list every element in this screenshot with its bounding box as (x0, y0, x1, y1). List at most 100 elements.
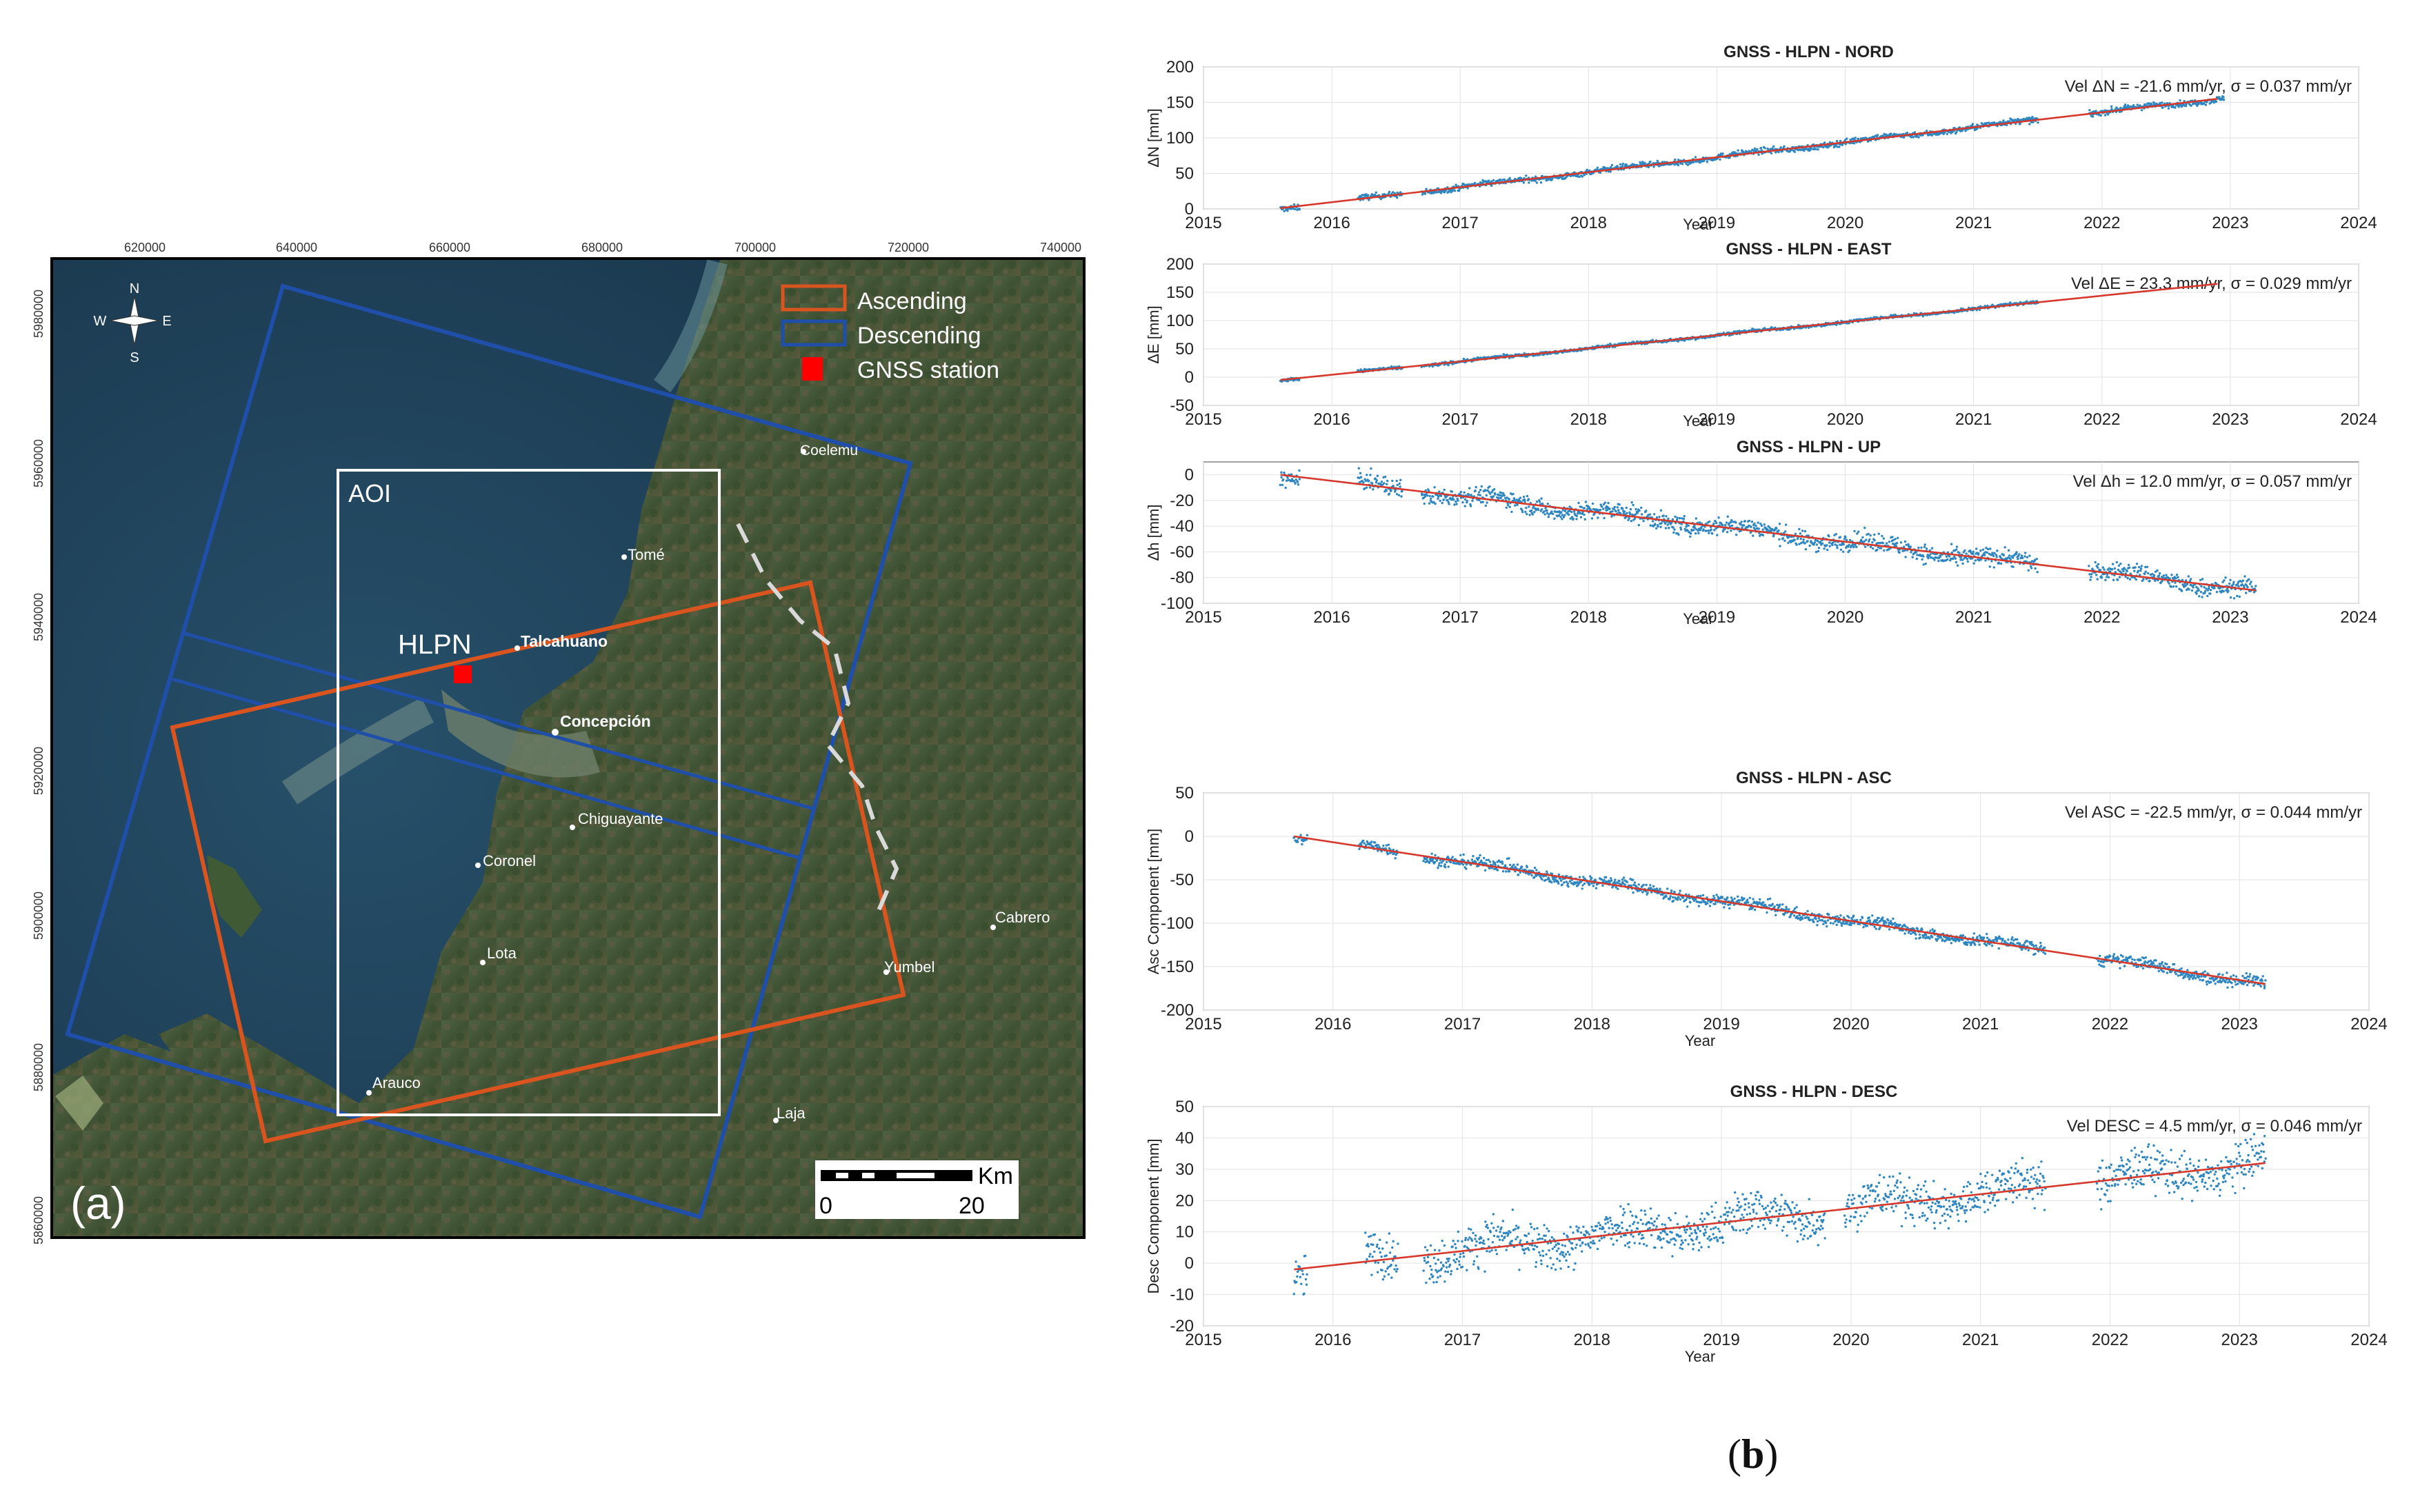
place-label: Cabrero (995, 909, 1050, 926)
data-point (1525, 174, 1527, 177)
data-point (1432, 496, 1434, 498)
data-point (1770, 152, 1772, 154)
legend-ascending: Ascending (857, 288, 967, 314)
panel-a-label: (a) (70, 1178, 126, 1229)
data-point (1711, 532, 1713, 534)
x-tick-label: 2023 (2212, 214, 2248, 232)
data-point (1666, 887, 1668, 889)
data-point (1900, 541, 1902, 543)
data-point (2181, 589, 2183, 592)
y-tick-label: -40 (1170, 517, 1194, 536)
data-point (1755, 525, 1757, 527)
data-point (1375, 192, 1377, 194)
data-point (1381, 481, 1383, 483)
x-tick-label: 2016 (1313, 214, 1350, 232)
data-point (1448, 865, 1450, 867)
data-point (1848, 544, 1850, 546)
data-point (1785, 523, 1787, 525)
data-point (1603, 879, 1605, 881)
data-point (1301, 843, 1303, 845)
data-point (1294, 208, 1296, 210)
data-point (1708, 521, 1710, 523)
data-point (2175, 577, 2177, 579)
data-point (1829, 545, 1831, 547)
data-point (2178, 105, 2180, 108)
data-point (1492, 179, 1495, 181)
x-tick-label: 2022 (2092, 1015, 2128, 1034)
place-label: Laja (777, 1105, 806, 1122)
data-point (1306, 834, 1308, 836)
data-point (1540, 181, 1542, 183)
data-point (1474, 182, 1476, 184)
data-point (2089, 578, 2091, 581)
map-y-tick: 5920000 (32, 747, 46, 795)
data-point (2170, 574, 2172, 576)
data-point (1601, 505, 1603, 507)
data-point (1741, 527, 1743, 529)
compass-n: N (130, 281, 139, 296)
x-tick-label: 2023 (2212, 608, 2248, 627)
x-axis-label: Year (1683, 216, 1713, 233)
data-point (1297, 481, 1299, 483)
data-point (1774, 905, 1776, 907)
data-point (1737, 150, 1739, 152)
data-point (1762, 528, 1764, 530)
data-point (1927, 557, 1929, 559)
data-point (1861, 536, 1863, 538)
data-point (1492, 495, 1495, 497)
data-point (1569, 880, 1571, 883)
data-point (1683, 515, 1686, 517)
data-point (1626, 512, 1628, 514)
compass-s: S (130, 350, 139, 365)
data-point (2034, 567, 2036, 569)
data-point (1653, 513, 1655, 515)
data-point (1446, 861, 1448, 863)
data-point (1701, 901, 1703, 903)
data-point (1375, 477, 1377, 479)
data-point (2090, 573, 2092, 575)
data-point (2223, 590, 2225, 592)
data-point (1808, 916, 1810, 918)
data-point (1734, 330, 1736, 332)
data-point (1282, 478, 1284, 481)
data-point (1739, 899, 1741, 901)
data-point (1601, 878, 1603, 880)
data-point (1560, 880, 1562, 882)
data-point (1388, 844, 1390, 846)
data-point (1440, 865, 1442, 867)
data-point (1499, 179, 1501, 181)
data-point (1386, 480, 1388, 482)
data-point (1632, 504, 1634, 506)
data-point (2209, 592, 2211, 594)
data-point (1799, 532, 1801, 534)
data-point (1775, 527, 1777, 530)
data-point (1377, 844, 1379, 846)
data-point (1652, 520, 1654, 522)
data-point (1508, 498, 1510, 501)
data-point (1864, 545, 1866, 547)
data-point (1963, 550, 1966, 552)
data-point (1610, 879, 1612, 881)
data-point (1605, 876, 1607, 878)
data-point (1735, 521, 1737, 523)
data-point (2203, 586, 2206, 588)
place-label: Concepción (560, 712, 651, 730)
map-x-tick: 700000 (734, 241, 776, 254)
data-point (1817, 550, 1819, 552)
data-point (1652, 885, 1655, 887)
data-point (1812, 543, 1815, 545)
data-point (1488, 859, 1490, 861)
x-tick-label: 2020 (1827, 410, 1863, 429)
data-point (1486, 859, 1488, 861)
data-point (2141, 109, 2143, 111)
data-point (1512, 493, 1514, 495)
data-point (1815, 551, 1817, 553)
data-point (1772, 145, 1775, 148)
data-point (1818, 917, 1820, 919)
data-point (1800, 538, 1802, 540)
y-tick-label: 100 (1166, 129, 1194, 148)
data-point (1386, 483, 1388, 485)
data-point (1559, 516, 1561, 518)
data-point (1816, 543, 1818, 545)
data-point (1937, 560, 1939, 562)
